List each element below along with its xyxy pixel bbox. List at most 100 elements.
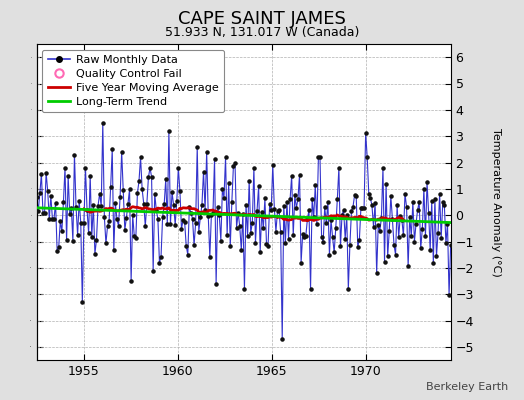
Point	[100, 214, 108, 220]
Point	[305, 207, 313, 213]
Point	[250, 164, 258, 171]
Point	[157, 254, 165, 260]
Point	[261, 195, 269, 202]
Point	[354, 244, 362, 250]
Point	[297, 259, 305, 266]
Point	[401, 191, 409, 197]
Point	[50, 216, 58, 222]
Point	[97, 203, 105, 210]
Point	[135, 178, 143, 184]
Point	[89, 202, 97, 208]
Point	[366, 195, 375, 202]
Point	[193, 144, 201, 150]
Point	[258, 208, 266, 215]
Point	[341, 235, 350, 242]
Point	[180, 219, 189, 225]
Point	[43, 188, 52, 194]
Point	[311, 182, 320, 188]
Point	[205, 254, 214, 260]
Point	[313, 220, 321, 227]
Point	[185, 204, 193, 210]
Point	[415, 199, 423, 205]
Point	[292, 205, 301, 211]
Point	[319, 239, 328, 245]
Point	[245, 178, 254, 184]
Point	[62, 237, 71, 244]
Point	[108, 146, 116, 152]
Point	[310, 214, 318, 220]
Point	[183, 252, 192, 258]
Point	[80, 220, 88, 226]
Point	[266, 201, 274, 208]
Point	[47, 193, 55, 199]
Point	[224, 180, 233, 186]
Point	[402, 204, 411, 210]
Point	[37, 171, 46, 177]
Point	[256, 248, 265, 255]
Point	[177, 226, 185, 232]
Point	[352, 192, 361, 199]
Point	[122, 215, 130, 221]
Point	[324, 199, 332, 205]
Point	[387, 193, 395, 199]
Point	[163, 221, 171, 227]
Point	[270, 205, 279, 212]
Point	[294, 196, 302, 202]
Point	[158, 214, 167, 220]
Point	[242, 202, 250, 208]
Point	[398, 216, 406, 223]
Point	[432, 253, 441, 259]
Point	[117, 149, 126, 155]
Point	[51, 200, 60, 206]
Point	[223, 232, 231, 238]
Point	[302, 232, 310, 239]
Point	[404, 263, 412, 270]
Point	[232, 224, 241, 231]
Point	[390, 242, 398, 248]
Point	[308, 196, 316, 202]
Point	[141, 223, 149, 229]
Point	[111, 200, 119, 206]
Point	[365, 191, 373, 198]
Point	[226, 243, 234, 249]
Point	[413, 207, 422, 213]
Point	[445, 292, 453, 298]
Point	[439, 199, 447, 205]
Point	[172, 198, 181, 204]
Point	[166, 220, 174, 227]
Point	[384, 253, 392, 260]
Point	[176, 188, 184, 194]
Point	[48, 216, 57, 222]
Point	[327, 217, 335, 223]
Point	[144, 174, 152, 180]
Point	[128, 212, 137, 218]
Point	[288, 172, 296, 179]
Point	[119, 187, 127, 193]
Point	[103, 223, 112, 230]
Point	[209, 210, 217, 216]
Point	[248, 220, 257, 226]
Point	[54, 244, 63, 250]
Text: 51.933 N, 131.017 W (Canada): 51.933 N, 131.017 W (Canada)	[165, 26, 359, 39]
Point	[66, 211, 74, 217]
Point	[168, 189, 176, 195]
Point	[102, 240, 110, 246]
Point	[264, 242, 272, 249]
Point	[216, 237, 225, 244]
Point	[69, 238, 77, 244]
Point	[424, 210, 433, 216]
Point	[434, 230, 442, 236]
Point	[335, 164, 343, 171]
Point	[428, 198, 436, 204]
Point	[64, 173, 72, 179]
Point	[316, 154, 324, 160]
Point	[86, 172, 94, 179]
Point	[437, 235, 445, 241]
Point	[237, 246, 245, 253]
Point	[59, 198, 68, 205]
Point	[440, 202, 449, 208]
Point	[280, 203, 288, 209]
Point	[369, 224, 378, 230]
Point	[138, 186, 146, 192]
Point	[234, 210, 242, 216]
